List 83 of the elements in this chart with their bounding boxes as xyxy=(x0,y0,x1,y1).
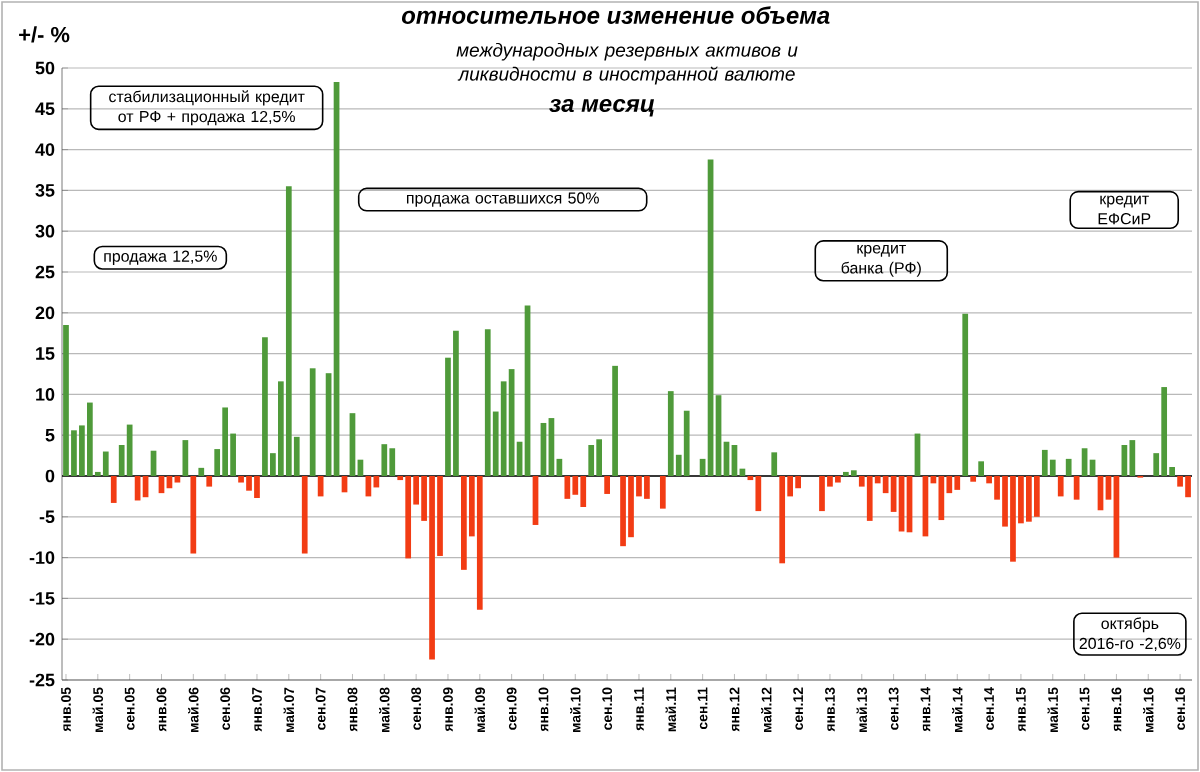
bar xyxy=(612,365,618,476)
bar xyxy=(620,476,626,547)
bar xyxy=(683,410,690,476)
y-tick-label: 40 xyxy=(35,143,55,156)
bar xyxy=(389,448,396,476)
bar xyxy=(1041,449,1048,476)
y-tick-label: -10 xyxy=(29,551,55,564)
bar xyxy=(484,329,491,476)
bar xyxy=(644,476,650,499)
y-tick-label: -5 xyxy=(39,510,55,524)
y-tick-label: 20 xyxy=(35,306,55,320)
bar xyxy=(835,476,841,483)
bar xyxy=(1010,476,1016,562)
bar xyxy=(1161,387,1168,476)
bar xyxy=(1065,458,1072,476)
bar xyxy=(461,476,467,570)
bar xyxy=(978,461,984,476)
y-tick-label: -20 xyxy=(29,632,55,646)
annotation: за месяц xyxy=(549,98,655,117)
y-tick-label: 10 xyxy=(36,388,55,401)
bar xyxy=(1057,476,1064,497)
bar xyxy=(198,467,205,476)
chart-title: относительное изменение объема xyxy=(401,6,830,24)
bar xyxy=(301,476,308,554)
y-tick-label: 15 xyxy=(36,347,55,360)
bar xyxy=(110,476,117,503)
bar xyxy=(779,476,786,564)
y-tick-label: 50 xyxy=(35,61,55,75)
bar xyxy=(190,476,197,554)
bar xyxy=(63,325,69,476)
bar xyxy=(954,476,961,490)
bar xyxy=(866,476,873,521)
bar xyxy=(405,476,412,559)
bar xyxy=(771,452,778,476)
bar xyxy=(1185,476,1191,498)
y-tick-label: 5 xyxy=(45,428,55,442)
bar xyxy=(317,476,324,497)
bar xyxy=(262,337,268,476)
bar xyxy=(795,476,801,489)
bar xyxy=(755,476,762,512)
bar xyxy=(285,186,292,476)
bar xyxy=(596,439,603,476)
bar xyxy=(604,476,610,494)
bar xyxy=(373,476,380,488)
bar xyxy=(476,476,483,610)
bar xyxy=(659,476,666,509)
chart-subtitle: международных резервных активов и ликвидности в иностранной валюте xyxy=(456,42,798,85)
bar xyxy=(174,476,181,483)
bar xyxy=(564,476,571,499)
bar xyxy=(126,424,133,476)
bar xyxy=(962,313,969,476)
bar xyxy=(86,402,93,476)
bar xyxy=(1026,476,1032,522)
bar xyxy=(1073,476,1080,500)
bar xyxy=(628,476,634,538)
bar xyxy=(222,407,229,476)
y-tick-label: 35 xyxy=(35,184,55,197)
y-tick-label: 30 xyxy=(35,224,55,238)
bar xyxy=(238,476,244,483)
y-tick-label: -15 xyxy=(29,592,55,605)
bar xyxy=(667,391,674,476)
bar xyxy=(1033,476,1040,517)
y-tick-label: 45 xyxy=(35,102,55,116)
bar xyxy=(1129,440,1136,476)
bar xyxy=(309,368,316,476)
bar xyxy=(588,444,595,476)
y-tick-label: -25 xyxy=(29,673,55,687)
bar xyxy=(970,476,977,482)
bar xyxy=(850,470,857,476)
bar xyxy=(381,444,388,476)
bar xyxy=(102,451,109,476)
y-tick-label: 0 xyxy=(45,469,55,483)
bar xyxy=(819,476,825,512)
bar xyxy=(580,476,587,508)
y-axis-title: +/- % xyxy=(19,26,70,43)
bar xyxy=(938,476,945,521)
bar xyxy=(254,476,260,499)
bar xyxy=(182,440,189,476)
bar xyxy=(453,330,459,476)
bar xyxy=(429,476,435,660)
y-tick-label: 25 xyxy=(35,265,55,279)
bar xyxy=(206,476,213,487)
bar xyxy=(246,476,252,491)
